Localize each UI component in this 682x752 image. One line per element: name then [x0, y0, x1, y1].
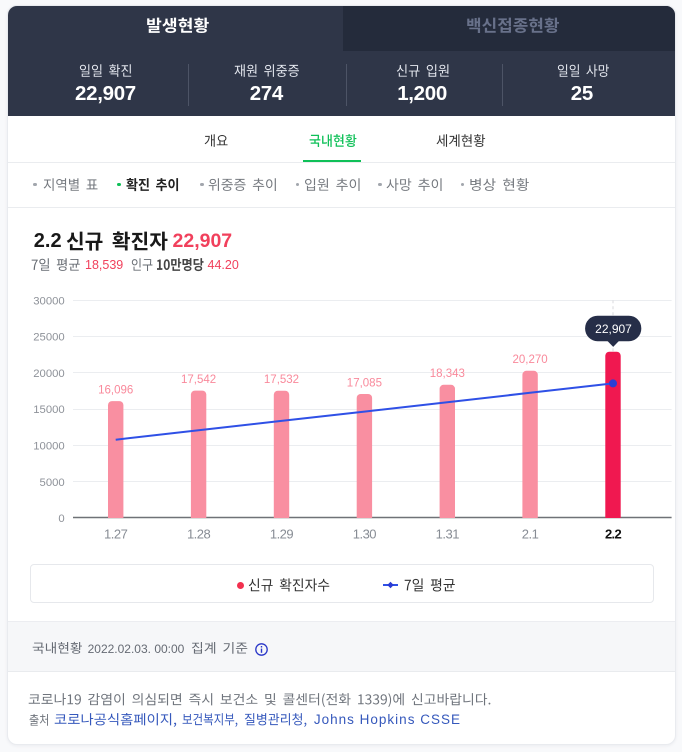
svg-text:1.28: 1.28: [187, 526, 211, 541]
svg-text:15000: 15000: [33, 404, 64, 416]
svg-text:17,542: 17,542: [181, 374, 216, 386]
svg-text:17,532: 17,532: [264, 374, 299, 386]
svg-text:22,907: 22,907: [595, 322, 632, 336]
svg-text:0: 0: [58, 513, 64, 525]
svg-text:2.2: 2.2: [605, 527, 621, 542]
svg-text:16,096: 16,096: [98, 384, 133, 396]
svg-text:18,343: 18,343: [430, 368, 465, 380]
svg-text:10000: 10000: [33, 441, 64, 453]
svg-text:1.30: 1.30: [353, 526, 377, 541]
svg-text:17,085: 17,085: [347, 377, 382, 389]
svg-text:1.31: 1.31: [436, 526, 460, 541]
svg-text:2.1: 2.1: [522, 526, 539, 541]
svg-text:5000: 5000: [40, 477, 65, 489]
svg-text:25000: 25000: [33, 332, 64, 344]
svg-text:30000: 30000: [33, 295, 64, 307]
svg-text:20,270: 20,270: [513, 354, 548, 366]
svg-text:1.27: 1.27: [104, 526, 128, 541]
svg-text:20000: 20000: [33, 368, 64, 380]
svg-text:1.29: 1.29: [270, 526, 294, 541]
